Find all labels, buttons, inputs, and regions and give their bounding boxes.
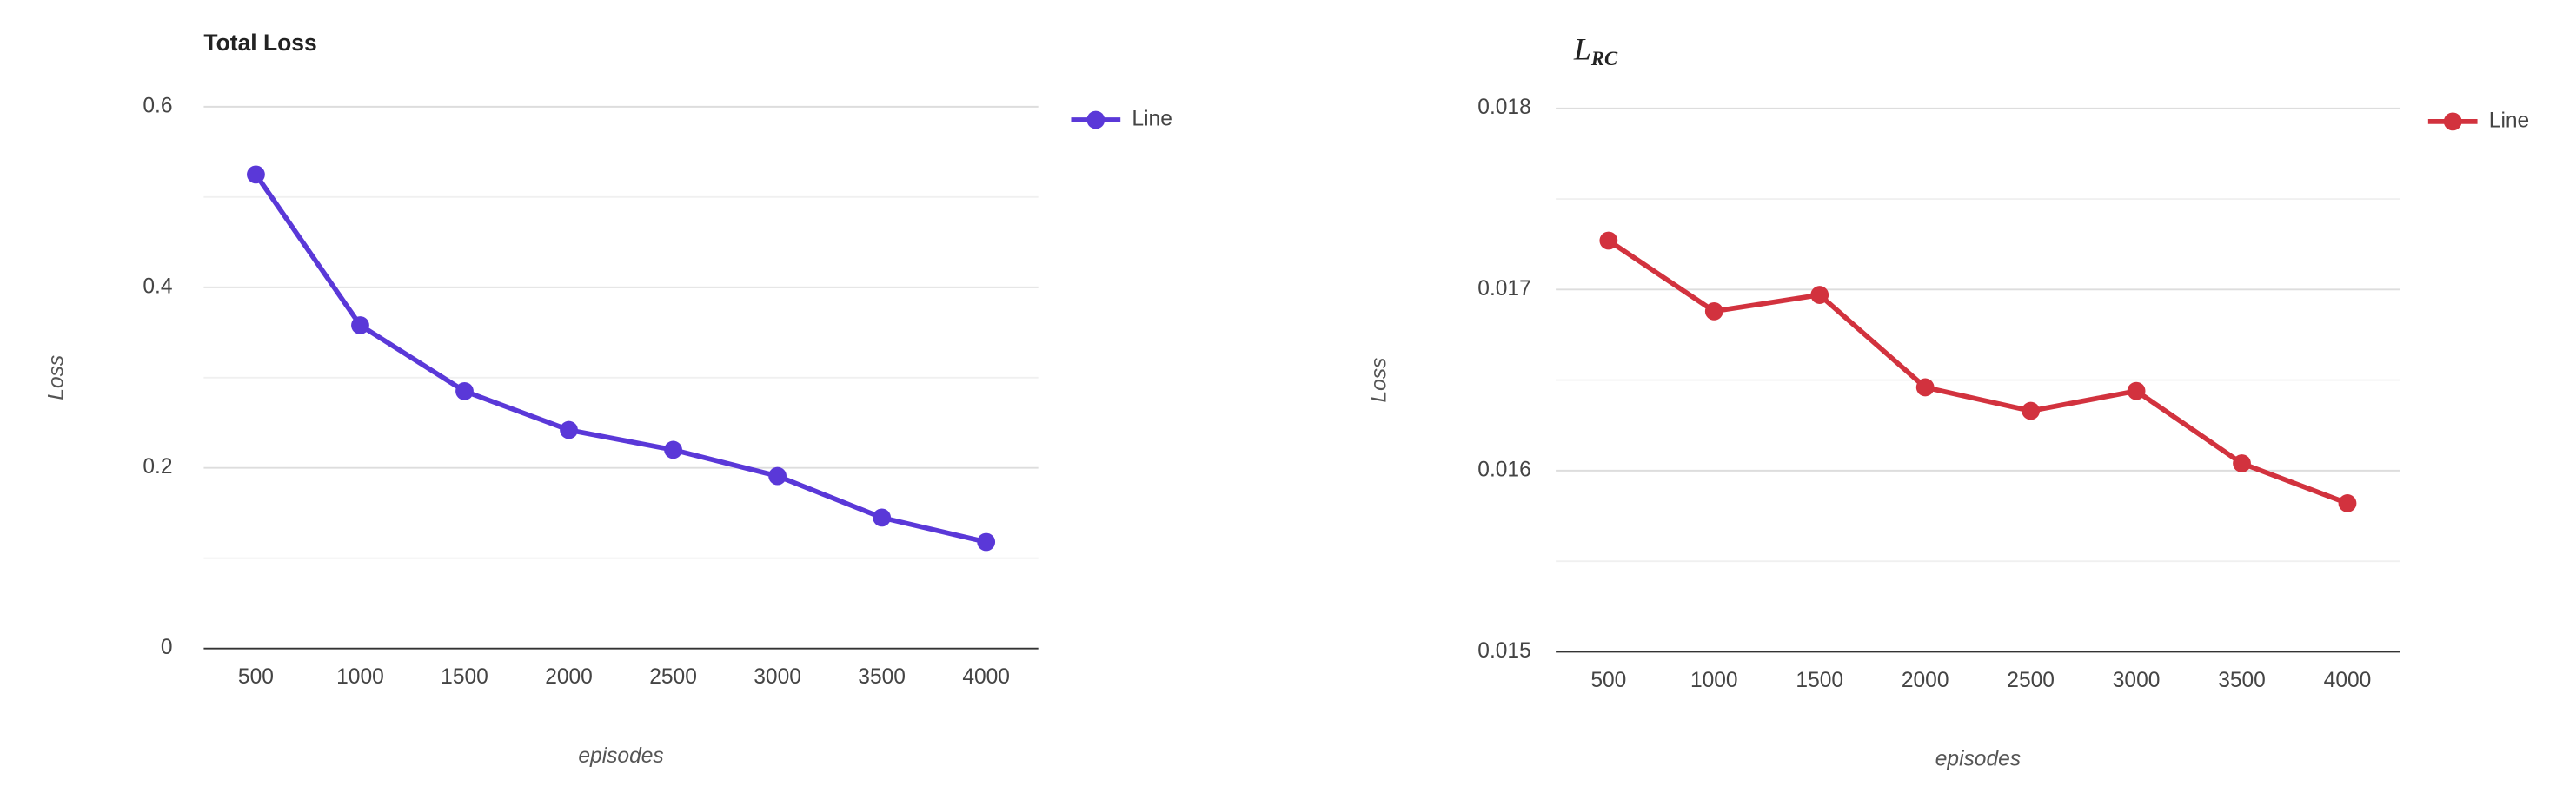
legend-marker <box>1086 110 1105 129</box>
title-main: L <box>1573 32 1591 67</box>
data-point <box>1915 378 1935 397</box>
data-point <box>2022 401 2041 420</box>
data-point <box>1599 231 1618 250</box>
x-tick-label: 2500 <box>649 665 697 689</box>
y-axis-title: Loss <box>45 355 69 400</box>
data-point <box>873 508 892 527</box>
data-point <box>351 316 369 334</box>
x-tick-label: 3000 <box>754 665 801 689</box>
x-tick-label: 1500 <box>1796 669 1843 692</box>
data-point <box>1704 301 1723 321</box>
y-tick-label: 0.016 <box>1477 458 1530 481</box>
legend-label: Line <box>1132 107 1172 130</box>
y-tick-label: 0.015 <box>1477 639 1530 663</box>
chart-title: LRC <box>1573 32 1618 69</box>
data-point <box>247 165 265 184</box>
data-point <box>560 420 578 439</box>
x-tick-label: 3000 <box>2113 669 2161 692</box>
x-axis-title: episodes <box>578 744 663 768</box>
x-tick-label: 1000 <box>1690 669 1738 692</box>
y-tick-label: 0.6 <box>143 94 172 117</box>
x-tick-label: 3500 <box>858 665 906 689</box>
data-point <box>664 440 682 459</box>
y-tick-label: 0.017 <box>1477 277 1530 301</box>
x-tick-label: 3500 <box>2218 669 2266 692</box>
data-point <box>1810 286 1829 304</box>
x-tick-label: 1000 <box>336 665 384 689</box>
data-point <box>2233 454 2251 472</box>
series-line <box>1607 238 2348 506</box>
y-tick-label: 0.2 <box>143 455 172 479</box>
x-tick-label: 2000 <box>545 665 593 689</box>
chart-title: Total Loss <box>203 30 316 56</box>
x-tick-label: 2000 <box>1902 669 1949 692</box>
data-point <box>2338 494 2357 512</box>
x-axis-title: episodes <box>1935 748 2021 771</box>
data-point <box>977 532 996 552</box>
y-tick-label: 0.4 <box>143 274 172 298</box>
x-tick-label: 500 <box>1590 669 1626 692</box>
x-tick-label: 4000 <box>962 665 1010 689</box>
legend-label: Line <box>2489 109 2529 132</box>
data-point <box>768 466 787 486</box>
x-tick-label: 2500 <box>2007 669 2055 692</box>
y-tick-label: 0.018 <box>1477 96 1530 119</box>
legend-marker <box>2443 112 2462 131</box>
data-point <box>455 381 474 400</box>
x-tick-label: 500 <box>238 665 274 689</box>
y-axis-title: Loss <box>1367 358 1391 403</box>
data-point <box>2127 381 2146 400</box>
series-line <box>254 173 987 545</box>
title-subscript: RC <box>1590 48 1618 69</box>
x-tick-label: 1500 <box>441 665 488 689</box>
y-tick-label: 0 <box>161 636 173 659</box>
x-tick-label: 4000 <box>2324 669 2372 692</box>
